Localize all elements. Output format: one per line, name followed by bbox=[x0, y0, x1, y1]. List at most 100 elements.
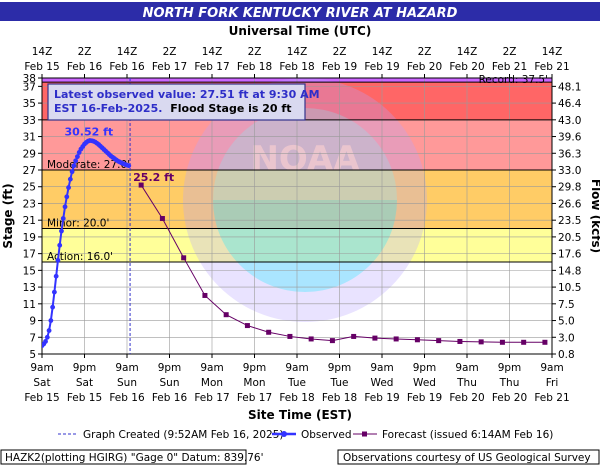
forecast-point bbox=[542, 339, 548, 345]
observed-point bbox=[71, 163, 77, 169]
right-tick-label: 33.0 bbox=[558, 165, 581, 177]
observed-point bbox=[48, 318, 54, 323]
peak-annotation: 30.52 ft bbox=[64, 126, 113, 139]
top-tick-date: Feb 21 bbox=[492, 61, 527, 73]
top-tick-label: 14Z bbox=[372, 46, 393, 58]
bottom-tick-day: Sun bbox=[117, 377, 137, 389]
bottom-axis-ticks: 9am Sat Feb 15 9pm Sat Feb 15 9am Sun Feb 16 9pm S… bbox=[24, 354, 570, 404]
left-tick-label: 29 bbox=[23, 148, 36, 160]
bottom-tick-day: Wed bbox=[413, 377, 436, 389]
top-tick-date: Feb 21 bbox=[534, 61, 569, 73]
flood-stage-value-text: Flood Stage is 20 ft bbox=[170, 102, 291, 115]
bottom-tick-time: 9am bbox=[370, 362, 393, 374]
bottom-tick-time: 9am bbox=[455, 362, 478, 374]
observed-point bbox=[66, 185, 71, 190]
bottom-tick-time: 9am bbox=[30, 362, 53, 374]
top-tick-date: Feb 17 bbox=[152, 61, 187, 73]
top-tick-label: 2Z bbox=[248, 46, 262, 58]
left-tick-label: 27 bbox=[23, 165, 36, 177]
bottom-tick-day: Mon bbox=[201, 377, 223, 389]
observed-point bbox=[73, 158, 79, 164]
title-bar bbox=[0, 2, 600, 21]
bottom-tick-time: 9am bbox=[200, 362, 223, 374]
bottom-tick-date: Feb 21 bbox=[534, 392, 569, 404]
observed-point bbox=[44, 334, 50, 340]
observed-point bbox=[55, 257, 61, 263]
right-tick-label: 29.8 bbox=[558, 182, 581, 194]
right-tick-label: 26.6 bbox=[558, 198, 582, 210]
bottom-tick-date: Feb 17 bbox=[194, 392, 229, 404]
minor-label: Minor: 20.0' bbox=[47, 218, 109, 230]
observed-point bbox=[53, 273, 59, 279]
forecast-point bbox=[329, 338, 335, 344]
forecast-point bbox=[202, 292, 208, 298]
top-axis-title: Universal Time (UTC) bbox=[229, 24, 372, 38]
right-tick-label: 43.0 bbox=[558, 115, 581, 127]
left-axis-title: Stage (ft) bbox=[1, 183, 15, 248]
record-label: Record: 37.5' bbox=[479, 74, 548, 86]
left-tick-label: 15 bbox=[23, 265, 36, 277]
forecast-point bbox=[393, 336, 399, 342]
forecast-point bbox=[181, 255, 187, 261]
right-tick-label: 39.6 bbox=[558, 132, 582, 144]
right-tick-label: 7.5 bbox=[558, 299, 575, 311]
top-tick-label: 14Z bbox=[457, 46, 478, 58]
right-tick-label: 5.0 bbox=[558, 316, 575, 328]
right-tick-label: 46.4 bbox=[558, 98, 582, 110]
forecast-point bbox=[499, 339, 505, 345]
top-tick-label: 2Z bbox=[333, 46, 347, 58]
bottom-tick-day: Mon bbox=[243, 377, 265, 389]
bottom-tick-day: Tue bbox=[330, 377, 349, 389]
bottom-tick-time: 9pm bbox=[158, 362, 182, 374]
right-tick-label: 23.5 bbox=[558, 215, 581, 227]
bottom-tick-day: Sat bbox=[33, 377, 50, 389]
left-tick-label: 5 bbox=[29, 349, 36, 361]
top-tick-date: Feb 20 bbox=[407, 61, 442, 73]
forecast-point bbox=[478, 339, 484, 345]
moderate-label: Moderate: 27.0' bbox=[47, 159, 130, 171]
right-tick-label: 36.3 bbox=[558, 148, 581, 160]
bottom-tick-date: Feb 18 bbox=[322, 392, 357, 404]
legend-observed-label: Observed bbox=[301, 429, 352, 441]
forecast-point bbox=[223, 312, 229, 318]
top-tick-date: Feb 17 bbox=[194, 61, 229, 73]
value-annotations: 30.52 ft 25.2 ft bbox=[64, 126, 174, 184]
top-tick-label: 2Z bbox=[503, 46, 517, 58]
latest-value-box: Latest observed value: 27.51 ft at 9:30 … bbox=[47, 83, 320, 121]
left-tick-label: 13 bbox=[23, 282, 36, 294]
grid-lines bbox=[42, 78, 552, 354]
top-axis-ticks: 14Z Feb 15 2Z Feb 16 14Z Feb 16 2Z Feb 17 14Z Feb… bbox=[24, 46, 570, 78]
right-tick-label: 14.8 bbox=[558, 265, 581, 277]
latest-value-text: Latest observed value: 27.51 ft at 9:30 … bbox=[54, 88, 320, 101]
legend-observed-marker bbox=[281, 431, 287, 437]
left-tick-label: 33 bbox=[23, 115, 36, 127]
bottom-tick-time: 9pm bbox=[73, 362, 97, 374]
bottom-tick-date: Feb 19 bbox=[364, 392, 399, 404]
bottom-tick-time: 9am bbox=[285, 362, 308, 374]
top-tick-date: Feb 16 bbox=[67, 61, 103, 73]
observed-point bbox=[69, 169, 75, 175]
bottom-tick-date: Feb 15 bbox=[67, 392, 102, 404]
observed-point bbox=[46, 328, 52, 333]
observed-point bbox=[64, 194, 70, 200]
bottom-tick-time: 9am bbox=[540, 362, 563, 374]
right-tick-label: 10.5 bbox=[558, 282, 581, 294]
forecast-point bbox=[372, 335, 378, 341]
observed-point bbox=[59, 228, 64, 234]
legend-created-label: Graph Created (9:52AM Feb 16, 2025) bbox=[83, 429, 283, 441]
forecast-point bbox=[138, 182, 144, 188]
right-axis-title: Flow (kcfs) bbox=[589, 179, 600, 253]
top-tick-date: Feb 18 bbox=[279, 61, 314, 73]
left-tick-label: 35 bbox=[23, 98, 36, 110]
observed-point bbox=[60, 216, 66, 221]
right-axis-ticks: 0.8 3.0 5.0 7.5 10.5 14.8 17.6 20.5 23.5 26.6 29.8… bbox=[552, 81, 582, 361]
right-tick-label: 48.1 bbox=[558, 81, 581, 93]
credit-text: Observations courtesy of US Geological S… bbox=[343, 452, 591, 464]
bottom-tick-time: 9pm bbox=[328, 362, 352, 374]
bottom-tick-day: Thu bbox=[456, 377, 477, 389]
left-tick-label: 7 bbox=[29, 332, 36, 344]
observed-point bbox=[51, 289, 57, 295]
forecast-point bbox=[414, 337, 420, 343]
